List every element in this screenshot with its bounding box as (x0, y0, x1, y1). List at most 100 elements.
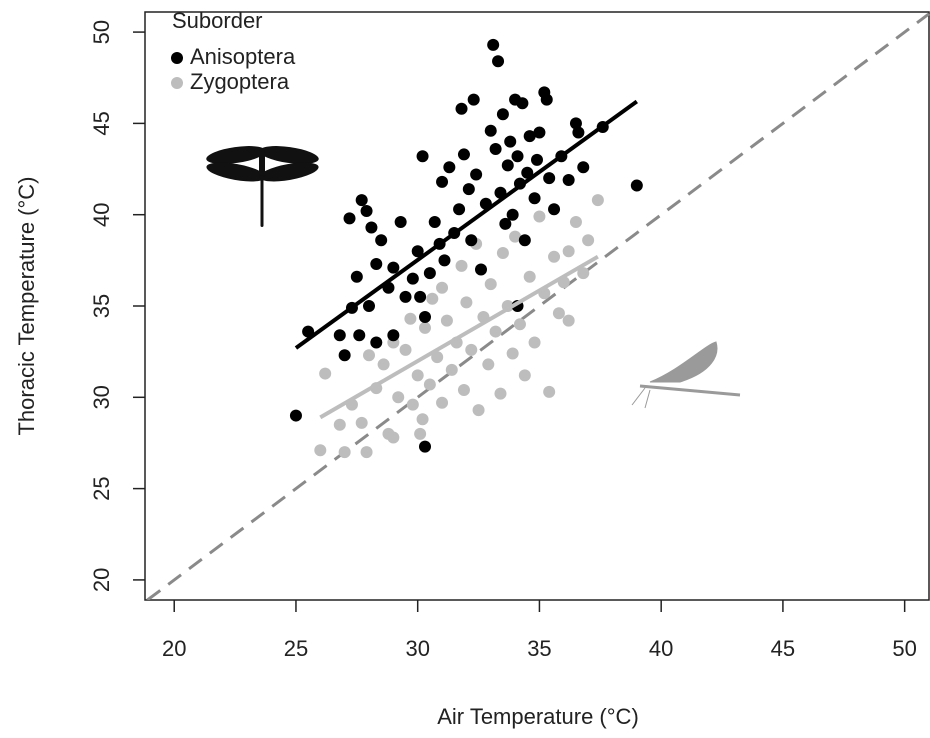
point (472, 404, 485, 417)
x-tick-label: 30 (405, 636, 429, 661)
point (363, 300, 375, 312)
point (414, 427, 427, 440)
point (319, 367, 332, 380)
point (387, 329, 400, 342)
legend-marker (171, 77, 183, 89)
point (445, 363, 458, 376)
point (552, 307, 565, 320)
legend-label: Zygoptera (190, 69, 290, 94)
legend-marker (171, 52, 183, 64)
y-tick-label: 35 (89, 294, 114, 318)
point (465, 343, 478, 356)
point (360, 205, 373, 218)
x-tick-label: 25 (284, 636, 308, 661)
point (414, 290, 427, 303)
fit-line (294, 99, 638, 350)
legend-label: Anisoptera (190, 44, 296, 69)
point (394, 216, 407, 228)
point (582, 234, 595, 247)
y-tick-label: 45 (89, 111, 114, 135)
point (528, 336, 541, 349)
point (494, 387, 507, 400)
x-tick-label: 50 (892, 636, 916, 661)
point (460, 296, 473, 309)
point (499, 217, 512, 230)
point (457, 148, 470, 161)
x-tick-label: 20 (162, 636, 186, 661)
point (475, 263, 487, 276)
point (399, 343, 412, 356)
point (540, 93, 553, 106)
point (419, 440, 431, 453)
point (411, 369, 424, 382)
point (577, 267, 590, 280)
point (511, 150, 524, 163)
y-tick-label: 40 (89, 202, 114, 226)
point (548, 203, 561, 216)
point (436, 396, 449, 409)
point (521, 166, 534, 179)
plot-area (146, 12, 930, 600)
point (470, 168, 483, 181)
fit-line (319, 254, 599, 420)
point (569, 216, 582, 228)
point (591, 194, 604, 207)
point (492, 55, 505, 68)
point (419, 321, 431, 334)
point (548, 250, 561, 263)
x-axis-title: Air Temperature (°C) (437, 704, 639, 729)
point (569, 117, 582, 130)
y-tick-label: 30 (89, 385, 114, 409)
point (333, 418, 346, 431)
point (411, 245, 424, 258)
point (353, 329, 366, 342)
point (360, 446, 373, 459)
point (562, 314, 575, 327)
point (416, 413, 429, 426)
point (350, 270, 363, 283)
point (577, 161, 590, 174)
point (484, 278, 497, 291)
point (392, 391, 405, 404)
point (489, 142, 502, 155)
point (289, 409, 302, 422)
point (543, 172, 556, 185)
point (455, 259, 468, 272)
point (509, 230, 522, 243)
point (504, 135, 517, 148)
point (426, 292, 439, 305)
point (314, 444, 327, 457)
point (453, 203, 466, 216)
point (419, 310, 431, 323)
point (387, 431, 400, 444)
x-tick-label: 35 (527, 636, 551, 661)
point (562, 245, 575, 258)
y-axis-title: Thoracic Temperature (°C) (14, 176, 39, 435)
point (482, 358, 495, 371)
point (387, 261, 400, 274)
point (496, 108, 509, 121)
y-tick-label: 50 (89, 20, 114, 44)
point (404, 312, 417, 325)
point (338, 446, 351, 459)
point (501, 159, 514, 172)
point (370, 336, 383, 349)
point (436, 175, 449, 188)
point (506, 347, 519, 360)
point (406, 398, 419, 411)
point (370, 258, 383, 270)
point (406, 272, 419, 285)
point (518, 234, 531, 247)
point (465, 234, 478, 247)
point (516, 97, 529, 110)
point (440, 314, 453, 327)
point (543, 385, 556, 398)
point (531, 153, 543, 166)
point (523, 270, 536, 283)
x-tick-label: 45 (771, 636, 795, 661)
point (377, 358, 390, 371)
point (457, 384, 470, 396)
x-tick-label: 40 (649, 636, 673, 661)
point (355, 416, 368, 429)
